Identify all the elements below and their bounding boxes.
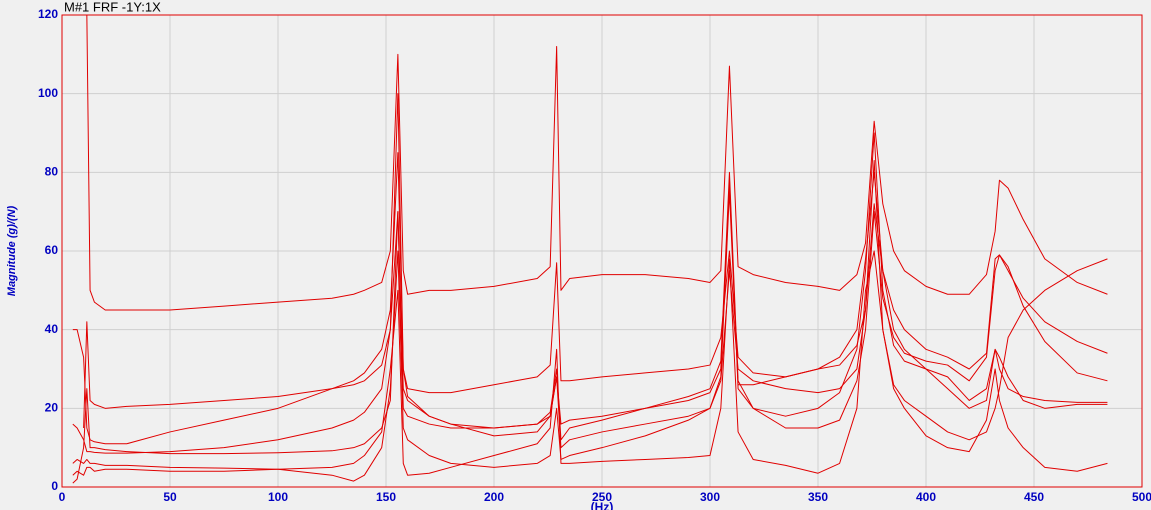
frf-line: [72, 132, 1108, 454]
x-tick-label: 250: [592, 490, 612, 504]
x-tick-label: 150: [376, 490, 396, 504]
y-tick-label: 20: [45, 401, 59, 415]
x-tick-label: 400: [916, 490, 936, 504]
y-tick-label: 60: [45, 243, 59, 257]
x-tick-label: 0: [59, 490, 66, 504]
y-tick-label: 120: [38, 7, 58, 21]
x-axis-label: (Hz): [591, 500, 614, 510]
frf-line: [72, 250, 1108, 476]
x-tick-label: 100: [268, 490, 288, 504]
x-tick-label: 500: [1132, 490, 1151, 504]
frf-line: [72, 171, 1108, 484]
frf-line: [86, 14, 1108, 311]
y-axis-label: Magnitude (g)/(N): [6, 205, 18, 296]
x-tick-label: 450: [1024, 490, 1044, 504]
frf-line: [72, 152, 1108, 445]
y-tick-label: 0: [51, 479, 58, 493]
chart-title: M#1 FRF -1Y:1X: [64, 0, 161, 14]
y-tick-label: 40: [45, 322, 59, 336]
plot-frame: [61, 14, 1143, 488]
lines: [72, 14, 1108, 484]
frf-line: [72, 160, 1108, 482]
y-tick-label: 100: [38, 86, 58, 100]
x-tick-label: 300: [700, 490, 720, 504]
frf-line: [83, 93, 1108, 429]
y-tick-label: 80: [45, 165, 59, 179]
x-tick-label: 50: [163, 490, 177, 504]
x-tick-label: 350: [808, 490, 828, 504]
x-tick-label: 200: [484, 490, 504, 504]
